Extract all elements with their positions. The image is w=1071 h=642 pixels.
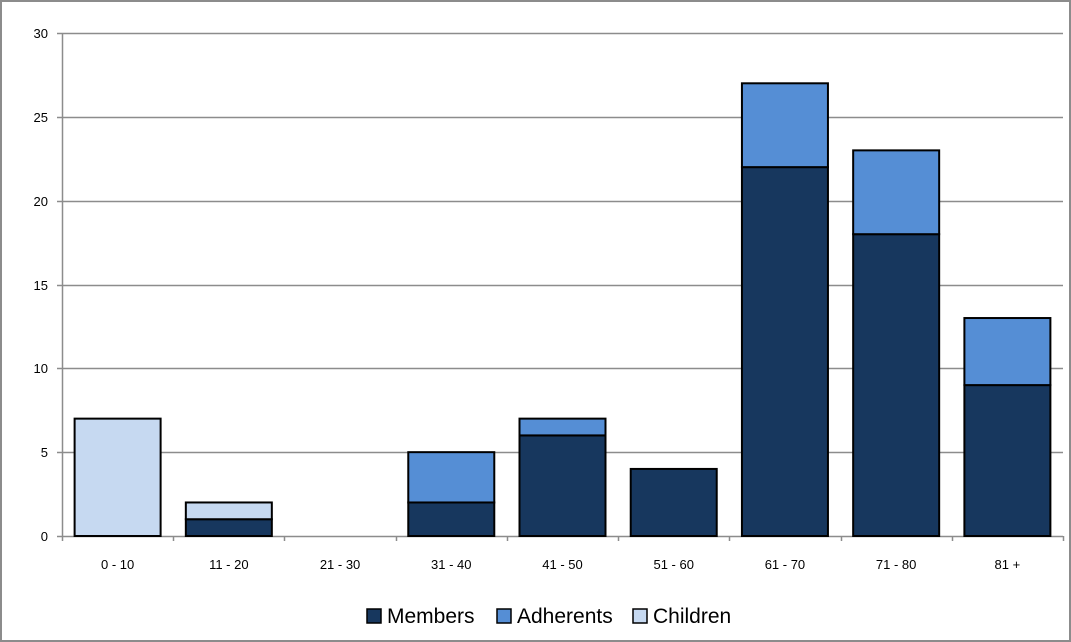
x-tick-label: 51 - 60	[653, 557, 693, 572]
bars	[73, 82, 1052, 538]
x-tick-label: 0 - 10	[101, 557, 134, 572]
x-tick-label: 81 +	[995, 557, 1021, 572]
x-tick-label: 21 - 30	[320, 557, 360, 572]
x-tick-label: 11 - 20	[209, 557, 249, 572]
legend-swatch-adherents	[496, 608, 512, 624]
x-tick-labels: 0 - 10 11 - 20 21 - 30 31 - 40 41 - 50 51 - 6…	[101, 557, 1020, 572]
bar-adherents	[407, 451, 496, 504]
x-tick-label: 41 - 50	[542, 557, 582, 572]
x-tick-label: 31 - 40	[431, 557, 471, 572]
legend-swatch-members	[366, 608, 382, 624]
bar-adherents	[518, 417, 607, 437]
x-tick-label: 61 - 70	[765, 557, 805, 572]
bar-adherents	[852, 149, 941, 236]
legend-label-adherents: Adherents	[517, 605, 613, 628]
bar-adherents	[740, 82, 829, 169]
bar-adherents	[963, 317, 1052, 387]
y-tick-label: 20	[34, 194, 48, 209]
legend-label-children: Children	[653, 605, 731, 628]
bar-members	[852, 233, 941, 537]
y-tick-label: 25	[34, 110, 48, 125]
legend-swatch-children	[632, 608, 648, 624]
y-tick-label: 15	[34, 278, 48, 293]
legend-label-members: Members	[387, 605, 475, 628]
legend: Members Adherents Children	[366, 605, 731, 628]
y-tick-label: 30	[34, 26, 48, 41]
bar-children	[73, 417, 162, 537]
x-tick-label: 71 - 80	[876, 557, 916, 572]
y-tick-labels: 0 5 10 15 20 25 30	[34, 26, 48, 544]
bar-children	[184, 501, 273, 521]
bar-members	[407, 501, 496, 538]
bar-members	[518, 434, 607, 537]
bar-members	[629, 467, 718, 537]
y-tick-label: 0	[41, 529, 48, 544]
bar-members	[963, 384, 1052, 537]
y-tick-label: 5	[41, 445, 48, 460]
bar-members	[740, 166, 829, 537]
bar-members	[184, 518, 273, 538]
y-tick-label: 10	[34, 361, 48, 376]
